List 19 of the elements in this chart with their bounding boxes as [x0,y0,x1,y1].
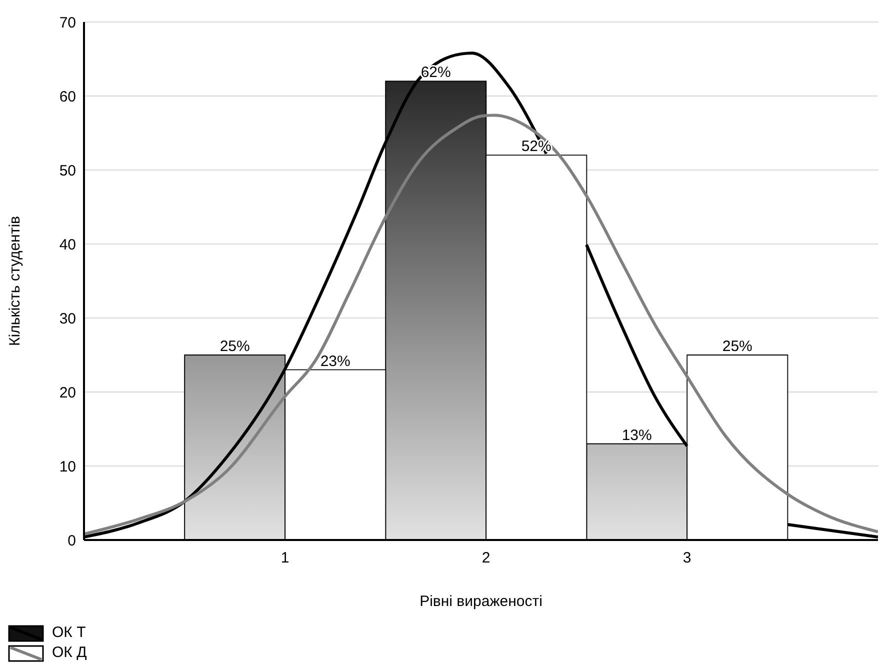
y-tick-label: 70 [59,14,76,32]
y-tick-label: 60 [59,88,76,106]
x-tick-label: 2 [482,550,490,567]
y-tick-label: 0 [68,532,76,550]
x-tick-label: 1 [280,550,290,567]
x-tick-label: 3 [682,550,692,567]
y-tick-label: 50 [59,162,76,180]
data-label: 13% [622,426,652,444]
y-tick-label: 40 [59,236,76,254]
legend-label: ОК Т [52,624,86,642]
legend-label: ОК Д [52,644,87,662]
y-tick-label: 10 [59,458,76,476]
y-tick-label: 30 [59,310,76,328]
data-label: 23% [320,352,350,370]
data-label: 25% [220,338,250,355]
data-label: 25% [722,338,752,355]
x-axis-title: Рівні вираженості [420,593,542,610]
y-axis-title: Кількість студентів [6,216,24,346]
y-tick-label: 20 [59,384,76,402]
